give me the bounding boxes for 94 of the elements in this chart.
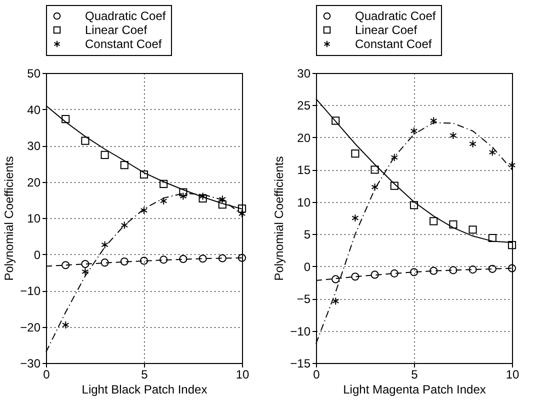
y-tick-label: −20 bbox=[20, 320, 41, 334]
point bbox=[100, 258, 109, 267]
point bbox=[160, 196, 168, 205]
point bbox=[469, 140, 476, 148]
x-axis-title: Light Magenta Patch Index bbox=[343, 382, 486, 396]
point bbox=[508, 161, 516, 170]
point bbox=[332, 297, 340, 306]
point bbox=[508, 241, 516, 250]
x-tick-label: 0 bbox=[43, 368, 50, 382]
y-tick-label: −30 bbox=[20, 356, 41, 370]
point bbox=[120, 221, 128, 230]
point bbox=[390, 182, 398, 190]
point bbox=[198, 254, 207, 263]
point bbox=[218, 200, 226, 209]
point bbox=[371, 183, 378, 192]
legend-label: Quadratic Coef bbox=[85, 9, 166, 23]
point bbox=[468, 226, 477, 234]
point bbox=[81, 260, 90, 268]
x-tick-label: 5 bbox=[411, 368, 418, 382]
y-tick-label: 0 bbox=[34, 248, 41, 262]
y-tick-label: 50 bbox=[27, 66, 41, 80]
y-tick-label: 30 bbox=[297, 66, 311, 80]
point bbox=[410, 268, 418, 276]
point bbox=[450, 131, 457, 140]
point bbox=[351, 150, 360, 158]
point bbox=[351, 272, 360, 281]
point bbox=[160, 256, 168, 264]
point bbox=[370, 270, 379, 279]
x-tick-label: 10 bbox=[236, 368, 250, 382]
legend-label: Constant Coef bbox=[85, 37, 162, 51]
point bbox=[390, 153, 398, 162]
point bbox=[62, 320, 70, 329]
x-tick-label: 0 bbox=[313, 368, 320, 382]
point bbox=[179, 188, 188, 196]
y-tick-label: −5 bbox=[296, 292, 311, 306]
y-tick-label: 30 bbox=[27, 139, 41, 153]
point bbox=[140, 170, 148, 179]
y-tick-label: 25 bbox=[297, 98, 311, 113]
point bbox=[410, 126, 418, 136]
point bbox=[449, 266, 458, 274]
y-tick-label: 20 bbox=[297, 130, 311, 145]
y-tick-label: 20 bbox=[27, 175, 41, 190]
point bbox=[238, 254, 246, 262]
y-tick-label: 5 bbox=[304, 228, 311, 242]
point bbox=[332, 275, 340, 284]
point bbox=[352, 214, 359, 222]
point bbox=[449, 220, 458, 228]
legend-label: Linear Coef bbox=[85, 23, 148, 37]
point bbox=[370, 166, 379, 174]
legend-label: Constant Coef bbox=[355, 37, 432, 51]
y-tick-label: −15 bbox=[290, 356, 311, 370]
legend-label: Quadratic Coef bbox=[355, 9, 436, 23]
point bbox=[410, 201, 418, 210]
point bbox=[100, 150, 109, 159]
point bbox=[120, 161, 128, 170]
point bbox=[508, 264, 516, 272]
y-axis-title: Polynomial Coefficients bbox=[272, 156, 286, 281]
point bbox=[160, 180, 168, 188]
point bbox=[468, 266, 477, 274]
x-tick-label: 10 bbox=[506, 368, 520, 382]
y-axis-title: Polynomial Coefficients bbox=[2, 156, 16, 281]
point bbox=[430, 266, 438, 275]
point bbox=[488, 148, 496, 156]
point bbox=[179, 254, 188, 263]
point bbox=[62, 115, 70, 124]
legend-label: Linear Coef bbox=[355, 23, 418, 37]
y-tick-label: −10 bbox=[290, 324, 311, 338]
point bbox=[82, 268, 89, 276]
point bbox=[488, 264, 496, 273]
point bbox=[140, 206, 148, 214]
x-axis-title: Light Black Patch Index bbox=[82, 382, 208, 396]
y-tick-label: 10 bbox=[27, 212, 41, 226]
point bbox=[140, 256, 148, 265]
y-tick-label: 10 bbox=[297, 195, 311, 210]
point bbox=[218, 254, 226, 262]
point bbox=[488, 234, 496, 242]
point bbox=[332, 116, 340, 125]
y-tick-label: 40 bbox=[27, 102, 41, 117]
y-tick-label: 15 bbox=[297, 163, 311, 178]
point bbox=[199, 192, 206, 200]
y-tick-label: 0 bbox=[304, 260, 311, 274]
point bbox=[238, 204, 246, 213]
point bbox=[390, 269, 398, 278]
point bbox=[120, 257, 128, 266]
point bbox=[218, 195, 226, 204]
point bbox=[180, 192, 187, 200]
point bbox=[62, 261, 70, 270]
point bbox=[198, 194, 207, 202]
x-tick-label: 5 bbox=[141, 368, 148, 382]
point bbox=[430, 217, 438, 226]
y-tick-label: −10 bbox=[20, 284, 41, 298]
point bbox=[101, 240, 108, 249]
point bbox=[81, 136, 90, 145]
point bbox=[430, 116, 438, 125]
